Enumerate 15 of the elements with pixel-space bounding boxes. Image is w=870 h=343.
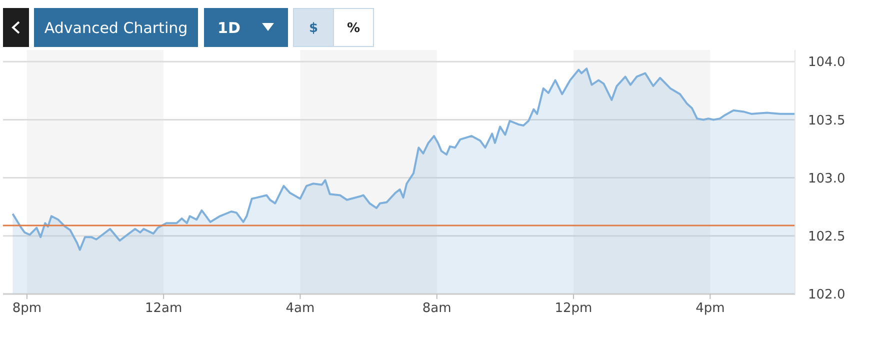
y-tick-label: 103.0 (808, 171, 846, 186)
x-tick-label: 4am (286, 301, 315, 316)
percent-toggle: % (333, 8, 374, 47)
x-tick-label: 8am (422, 301, 452, 316)
y-tick-label: 102.5 (808, 229, 846, 244)
y-tick-label: 102.0 (808, 288, 846, 303)
y-tick-label: 103.5 (808, 113, 846, 128)
x-tick-label: 12am (144, 301, 182, 316)
x-tick-label: 4pm (696, 301, 725, 316)
x-tick-label: 12pm (554, 301, 592, 316)
y-tick-label: 104.0 (808, 55, 846, 70)
dollar-toggle: $ (293, 8, 334, 47)
x-tick-label: 8pm (12, 301, 42, 316)
period-dropdown: 1D (204, 8, 288, 47)
advanced-charting-button: Advanced Charting (34, 8, 198, 47)
